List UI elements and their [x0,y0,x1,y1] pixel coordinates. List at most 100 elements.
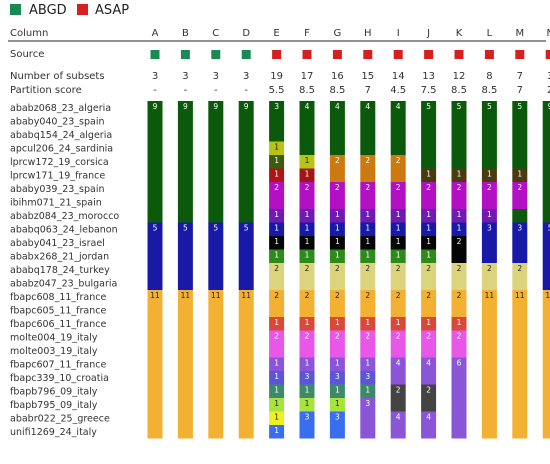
column-letter: H [364,28,372,39]
column-letter: C [212,28,219,39]
block-count-label: 1 [487,210,492,219]
column-letter: G [334,28,342,39]
legend-asap-label: ASAP [95,3,129,18]
block-count-label: 1 [305,210,310,219]
block-count-label: 9 [183,102,188,111]
block-count-label: 1 [305,318,310,327]
row-label: fbapc607_11_france [10,360,106,371]
row-label: fbapb796_09_italy [10,387,98,398]
block-count-label: 2 [365,291,370,300]
block-count-label: 11 [211,291,221,300]
block-count-label: 3 [305,372,310,381]
block-count-label: 2 [426,183,431,192]
block-count-label: 2 [365,156,370,165]
column-letter: L [487,28,493,39]
block-count-label: 1 [305,359,310,368]
block-count-label: 1 [426,251,431,260]
partition-block [421,101,436,169]
row-label: ababq154_24_algeria [10,130,112,141]
block-count-label: 2 [365,183,370,192]
partition-block [482,290,497,439]
block-count-label: 1 [457,318,462,327]
block-count-label: 3 [365,399,370,408]
row-label: ababq178_24_turkey [10,265,110,276]
block-count-label: 5 [517,102,522,111]
block-count-label: 1 [396,210,401,219]
block-count-label: 11 [241,291,251,300]
row-label: unifi1269_24_italy [10,427,97,438]
partition-score: - [184,85,188,96]
block-count-label: 4 [426,359,431,368]
score-row-label: Partition score [10,85,82,96]
block-count-label: 1 [335,359,340,368]
block-count-label: 3 [365,372,370,381]
row-label: fbapb795_09_italy [10,400,98,411]
block-count-label: 1 [335,399,340,408]
row-labels: ababz068_23_algeriaababy040_23_spainabab… [10,103,119,438]
block-count-label: 3 [274,102,279,111]
block-count-label: 1 [426,237,431,246]
block-count-label: 1 [426,170,431,179]
block-count-label: 2 [426,332,431,341]
block-count-label: 11 [181,291,191,300]
block-count-label: 1 [274,224,279,233]
row-label: lprcw172_19_corsica [10,157,109,168]
subset-count: 3 [152,71,158,82]
block-count-label: 2 [365,264,370,273]
source-marker [363,50,372,59]
subset-count: 13 [422,71,435,82]
column-letter: E [273,28,279,39]
block-count-label: 2 [426,264,431,273]
block-count-label: 1 [457,224,462,233]
block-count-label: 2 [274,264,279,273]
block-count-label: 1 [365,224,370,233]
block-count-label: 9 [213,102,218,111]
block-count-label: 11 [545,291,550,300]
partition-score: 7 [365,85,371,96]
block-count-label: 1 [426,224,431,233]
block-count-label: 2 [335,291,340,300]
block-count-label: 4 [396,413,401,422]
source-marker [211,50,220,59]
block-count-label: 2 [396,332,401,341]
block-count-label: 2 [457,237,462,246]
row-label: fbapc606_11_france [10,319,106,330]
block-count-label: 2 [517,183,522,192]
column-letter: A [152,28,159,39]
block-count-label: 1 [305,399,310,408]
source-marker [272,50,281,59]
column-letter: M [515,28,524,39]
subset-count: 12 [453,71,466,82]
partition-score: 8.5 [329,85,345,96]
partition-block [452,101,467,169]
source-marker [181,50,190,59]
partition-block [452,358,467,439]
partition-block [239,223,254,291]
block-count-label: 5 [183,224,188,233]
block-count-label: 4 [305,102,310,111]
block-count-label: 5 [153,224,158,233]
block-count-label: 9 [153,102,158,111]
block-count-label: 2 [274,332,279,341]
row-label: molte004_19_italy [10,333,98,344]
block-count-label: 1 [305,170,310,179]
partition-block [482,101,497,169]
block-count-label: 1 [274,143,279,152]
block-count-label: 1 [305,251,310,260]
partition-score: 5.5 [269,85,285,96]
block-count-label: 1 [426,318,431,327]
block-count-label: 4 [396,359,401,368]
legend: ABGD ASAP [10,3,129,18]
legend-asap-swatch [77,4,88,15]
block-count-label: 2 [305,291,310,300]
block-count-label: 2 [335,332,340,341]
row-label: fbapc339_10_croatia [10,373,109,384]
row-label: ababr022_25_greece [10,414,110,425]
column-letter: K [456,28,463,39]
block-count-label: 11 [150,291,160,300]
block-count-label: 1 [274,170,279,179]
source-marker [151,50,160,59]
column-letter: B [182,28,189,39]
legend-abgd-label: ABGD [29,3,67,18]
